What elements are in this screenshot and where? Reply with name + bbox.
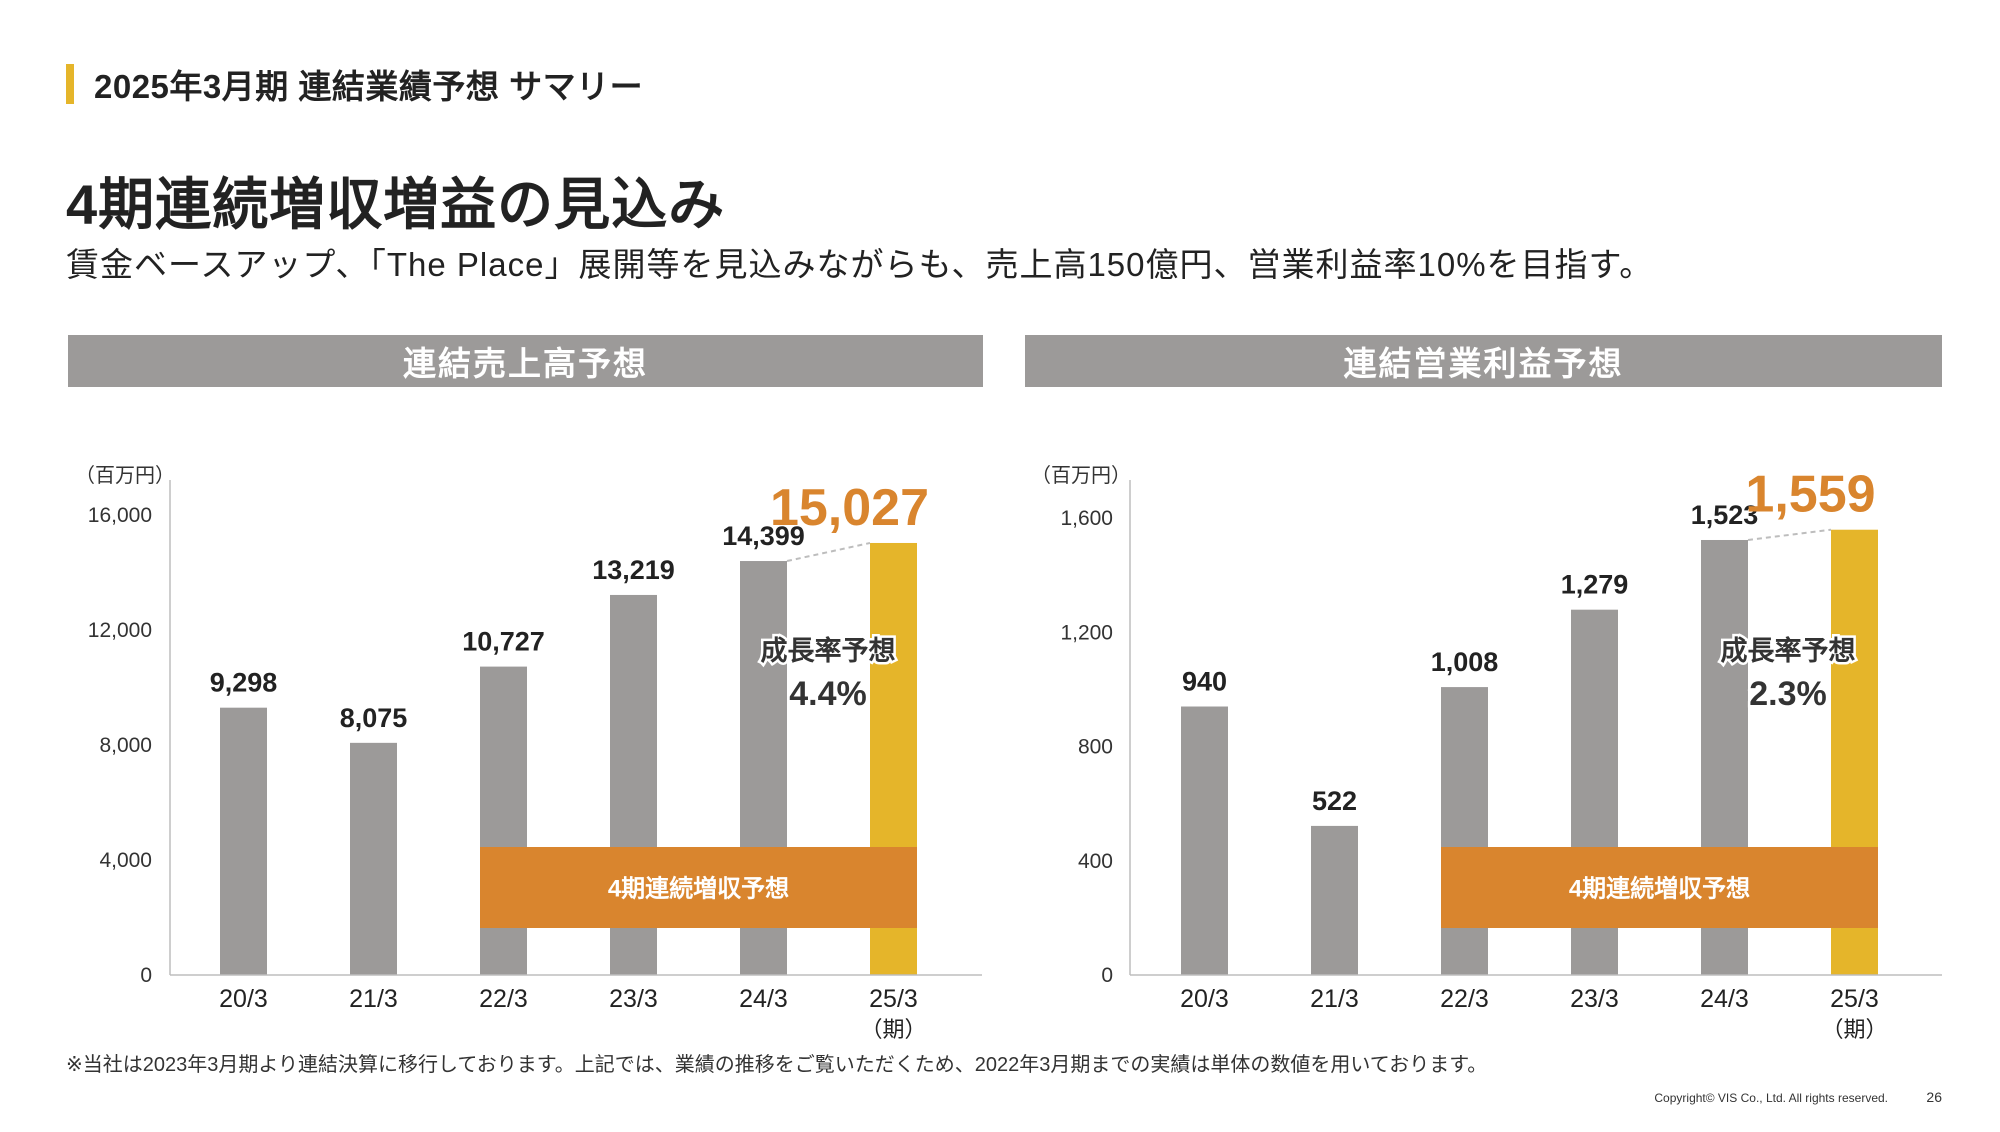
profit-growth-band: [1441, 847, 1878, 928]
profit-value-label: 940: [1182, 667, 1227, 697]
profit-value-label: 1,523: [1691, 500, 1759, 530]
revenue-value-label: 9,298: [210, 668, 278, 698]
profit-x-tick-label: 23/3: [1570, 985, 1619, 1013]
revenue-value-label: 13,219: [592, 555, 675, 585]
profit-growth-rate-value: 2.3%: [1749, 675, 1827, 713]
revenue-bar-21-3: [350, 742, 397, 975]
revenue-growth-rate-label: 成長率予想: [761, 635, 896, 666]
profit-y-tick-label: 400: [1078, 850, 1113, 873]
profit-value-label: 1,279: [1561, 570, 1629, 600]
profit-growth-rate-label: 成長率予想: [1721, 635, 1856, 666]
profit-x-tick-label: 21/3: [1310, 985, 1359, 1013]
profit-y-tick-label: 800: [1078, 736, 1113, 759]
section-header: 2025年3月期 連結業績予想 サマリー: [66, 64, 643, 105]
section-title: 2025年3月期 連結業績予想 サマリー: [94, 68, 644, 105]
revenue-bar-20-3: [220, 707, 267, 975]
revenue-y-tick-label: 8,000: [99, 734, 152, 757]
revenue-value-label: 8,075: [340, 703, 408, 733]
profit-x-tick-label: 22/3: [1440, 985, 1489, 1013]
revenue-value-label-forecast: 15,027: [770, 479, 929, 537]
profit-value-label: 1,008: [1431, 647, 1499, 677]
revenue-unit-label: （百万円）: [75, 464, 175, 487]
revenue-bar-22-3: [480, 666, 527, 975]
revenue-growth-band-label: 4期連続増収予想: [608, 875, 789, 903]
operating-profit-chart-title: 連結営業利益予想: [1025, 335, 1942, 387]
revenue-value-label: 10,727: [462, 627, 545, 657]
profit-forecast-connector: [1747, 528, 1832, 541]
profit-bar-21-3: [1311, 825, 1358, 975]
profit-y-tick-label: 1,200: [1060, 621, 1113, 644]
page-subline: 賃金ベースアップ、「The Place」展開等を見込みながらも、売上高150億円…: [66, 246, 1654, 283]
profit-growth-band-label: 4期連続増収予想: [1569, 875, 1750, 903]
revenue-x-tick-label: 24/3: [739, 985, 788, 1013]
copyright: Copyright© VIS Co., Ltd. All rights rese…: [1654, 1091, 1888, 1105]
revenue-x-tick-label: 22/3: [479, 985, 528, 1013]
profit-y-tick-label: 1,600: [1060, 507, 1113, 530]
section-accent-bar: [66, 64, 74, 104]
revenue-x-tick-label: 23/3: [609, 985, 658, 1013]
revenue-x-tick-label: 20/3: [219, 985, 268, 1013]
profit-x-tick-label: 24/3: [1700, 985, 1749, 1013]
revenue-value-label: 14,399: [722, 521, 805, 551]
revenue-y-tick-label: 4,000: [99, 849, 152, 872]
profit-period-label: （期）: [1821, 1017, 1887, 1042]
revenue-x-tick-label: 25/3: [869, 985, 918, 1013]
profit-bar-20-3: [1181, 706, 1228, 975]
footnote: ※当社は2023年3月期より連結決算に移行しております。上記では、業績の推移をご…: [66, 1054, 1488, 1076]
revenue-growth-rate-value: 4.4%: [789, 675, 867, 713]
revenue-y-tick-label: 12,000: [88, 619, 152, 642]
revenue-y-tick-label: 16,000: [88, 504, 152, 527]
profit-unit-label: （百万円）: [1031, 464, 1131, 487]
profit-value-label-forecast: 1,559: [1745, 466, 1875, 524]
profit-x-tick-label: 25/3: [1830, 985, 1879, 1013]
page-number: 26: [1926, 1089, 1942, 1105]
profit-y-tick-label: 0: [1101, 964, 1113, 987]
profit-bar-22-3: [1441, 687, 1488, 975]
revenue-period-label: （期）: [860, 1017, 926, 1042]
revenue-y-tick-label: 0: [140, 964, 152, 987]
revenue-chart-title: 連結売上高予想: [68, 335, 983, 387]
revenue-growth-band: [480, 847, 917, 928]
page-headline: 4期連続増収増益の見込み: [66, 173, 726, 236]
revenue-x-tick-label: 21/3: [349, 985, 398, 1013]
profit-x-tick-label: 20/3: [1180, 985, 1229, 1013]
profit-value-label: 522: [1312, 786, 1357, 816]
